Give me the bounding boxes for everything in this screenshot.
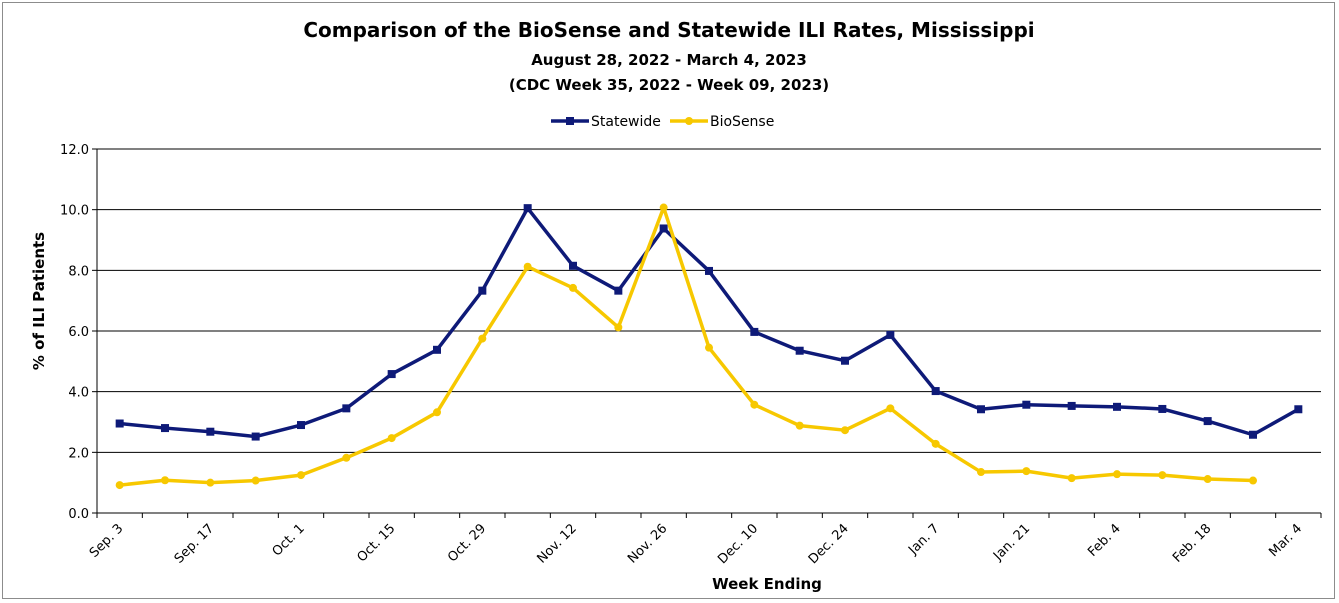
series-statewide [115, 204, 1303, 441]
chart-title: Comparison of the BioSense and Statewide… [303, 18, 1034, 42]
legend-item-statewide: Statewide [551, 114, 661, 130]
ili-line-chart: Comparison of the BioSense and Statewide… [30, 18, 1322, 593]
y-tick-label: 6.0 [68, 325, 89, 340]
data-point [1203, 417, 1212, 426]
legend: Statewide BioSense [551, 114, 774, 130]
y-axis-label: % of ILI Patients [30, 232, 48, 370]
data-point [523, 204, 532, 213]
y-tick-label: 0.0 [68, 507, 89, 522]
series-biosense [115, 203, 1257, 490]
x-tick-label: Feb. 18 [1170, 521, 1214, 565]
data-point [1249, 476, 1257, 485]
x-tick-label: Sep. 3 [87, 521, 127, 561]
y-axis-ticks: 0.0 2.0 4.0 6.0 8.0 10.0 12.0 [60, 143, 97, 522]
data-point [1158, 471, 1167, 480]
data-point [1067, 474, 1076, 483]
data-point [115, 419, 124, 428]
data-point [251, 476, 260, 485]
data-point [297, 421, 305, 430]
data-point [1022, 400, 1031, 409]
data-point [387, 370, 396, 379]
data-point [1022, 467, 1031, 476]
data-point [977, 468, 985, 477]
x-axis-label: Week Ending [712, 575, 822, 593]
data-point [478, 286, 487, 295]
data-point [433, 345, 441, 354]
chart-subtitle-dates: August 28, 2022 - March 4, 2023 [531, 51, 807, 69]
x-tick-label: Dec. 10 [715, 521, 761, 567]
data-point [569, 283, 577, 292]
y-tick-label: 4.0 [68, 386, 89, 401]
legend-label: BioSense [710, 114, 774, 130]
data-point [1203, 475, 1212, 484]
data-point [1249, 430, 1257, 439]
x-tick-label: Oct. 1 [270, 521, 308, 559]
data-point [206, 427, 215, 436]
x-tick-label: Dec. 24 [806, 521, 852, 567]
data-point [841, 356, 849, 365]
data-point [433, 408, 441, 417]
data-point [1158, 404, 1167, 413]
data-point [115, 481, 124, 490]
legend-item-biosense: BioSense [670, 114, 774, 130]
data-point [750, 400, 759, 409]
series-line-statewide [119, 206, 1300, 439]
x-tick-label: Feb. 4 [1085, 521, 1124, 560]
data-point [705, 343, 713, 352]
series-line-biosense [119, 205, 1254, 487]
x-tick-label: Sep. 17 [172, 521, 217, 566]
data-point [161, 476, 169, 485]
x-tick-label: Mar. 4 [1266, 521, 1305, 560]
legend-swatch-marker [566, 117, 574, 125]
data-point [795, 346, 804, 355]
legend-label: Statewide [591, 114, 661, 130]
data-point [931, 387, 940, 396]
data-point [1113, 470, 1121, 479]
data-point [161, 424, 169, 433]
data-point [659, 203, 668, 212]
data-point [705, 266, 713, 275]
data-point [478, 334, 487, 343]
x-tick-label: Oct. 29 [445, 521, 489, 565]
x-tick-label: Oct. 15 [354, 521, 398, 565]
data-point [251, 432, 260, 441]
data-point [795, 421, 804, 430]
data-point [206, 478, 215, 487]
data-point [342, 453, 351, 462]
x-tick-label: Jan. 21 [990, 521, 1033, 564]
y-tick-label: 12.0 [60, 143, 89, 158]
data-point [297, 471, 305, 480]
y-tick-label: 8.0 [68, 264, 89, 279]
data-point [614, 286, 623, 295]
x-tick-label: Jan. 7 [905, 521, 942, 558]
data-point [1294, 405, 1303, 414]
x-tick-label: Nov. 12 [534, 521, 579, 566]
data-point [750, 327, 759, 336]
data-point [387, 434, 396, 443]
data-point [614, 323, 623, 332]
y-tick-label: 10.0 [60, 204, 89, 219]
chart-subtitle-weeks: (CDC Week 35, 2022 - Week 09, 2023) [509, 76, 829, 94]
data-point [977, 405, 985, 414]
x-axis-ticks: Sep. 3 Sep. 17 Oct. 1 Oct. 15 Oct. 29 Nov. 12… [87, 513, 1322, 567]
data-point [523, 262, 532, 271]
legend-swatch-marker [685, 117, 693, 125]
y-tick-label: 2.0 [68, 446, 89, 461]
data-point [886, 330, 895, 339]
data-point [1113, 402, 1121, 411]
data-point [342, 404, 351, 413]
x-tick-label: Nov. 26 [625, 521, 670, 566]
data-point [841, 426, 849, 435]
series-group [115, 203, 1303, 490]
data-point [569, 261, 577, 270]
data-point [1067, 401, 1076, 410]
data-point [659, 224, 668, 233]
data-point [886, 404, 895, 413]
data-point [931, 439, 940, 448]
